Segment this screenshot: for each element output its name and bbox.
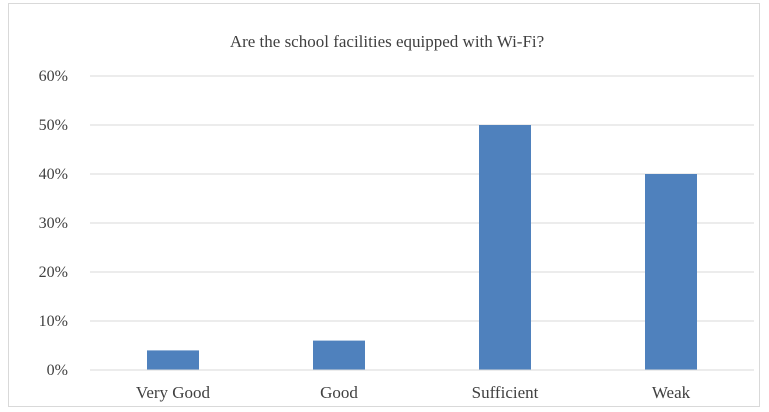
x-category-label: Good (320, 383, 358, 402)
y-tick-label: 0% (47, 362, 68, 379)
bars (147, 125, 697, 370)
bar-very-good (147, 350, 199, 370)
x-category-label: Weak (652, 383, 691, 402)
bar-good (313, 340, 365, 370)
y-tick-label: 50% (39, 117, 68, 134)
bar-weak (645, 174, 697, 370)
bar-sufficient (479, 125, 531, 370)
chart-frame (8, 3, 760, 407)
y-tick-label: 20% (39, 264, 68, 281)
x-category-label: Sufficient (472, 383, 539, 402)
y-tick-label: 30% (39, 215, 68, 232)
x-axis-category-labels: Very Good Good Sufficient Weak (136, 383, 691, 402)
chart-title: Are the school facilities equipped with … (230, 32, 544, 51)
y-tick-label: 40% (39, 166, 68, 183)
y-tick-label: 10% (39, 313, 68, 330)
gridlines (90, 75, 754, 322)
y-axis-tick-labels: 0% 10% 20% 30% 40% 50% 60% (39, 68, 68, 379)
x-category-label: Very Good (136, 383, 211, 402)
y-tick-label: 60% (39, 68, 68, 85)
